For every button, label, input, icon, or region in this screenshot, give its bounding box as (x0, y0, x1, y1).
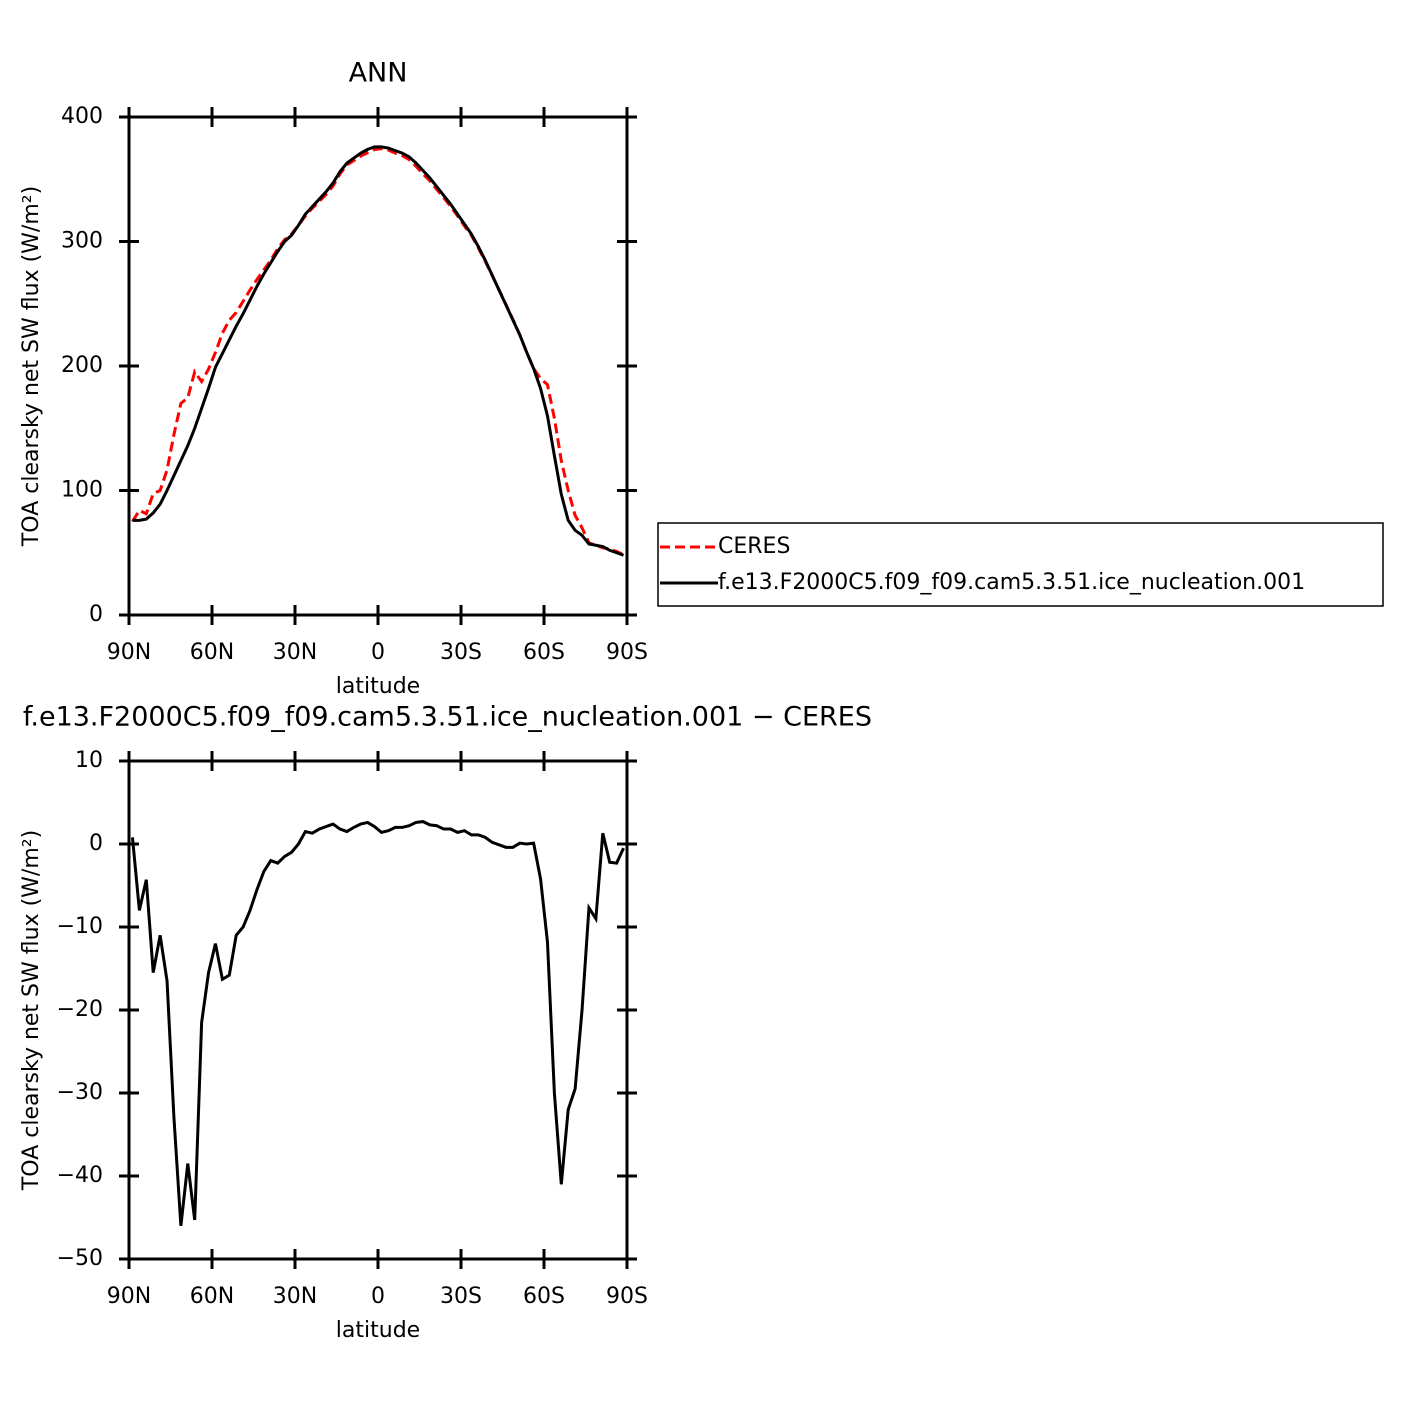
y-tick-label: 0 (89, 831, 103, 856)
data-line (131, 147, 625, 556)
x-tick-label: 0 (371, 1284, 385, 1309)
x-tick-label: 90S (606, 640, 648, 665)
y-tick-label: 10 (75, 748, 103, 773)
x-tick-label: 90N (107, 1284, 151, 1309)
x-tick-label: 60N (190, 1284, 234, 1309)
x-tick-label: 90N (107, 640, 151, 665)
legend-label: CERES (718, 534, 790, 559)
y-axis-label: TOA clearsky net SW flux (W/m²) (19, 830, 44, 1191)
x-tick-label: 0 (371, 640, 385, 665)
legend-label: f.e13.F2000C5.f09_f09.cam5.3.51.ice_nucl… (718, 570, 1305, 595)
y-tick-label: 200 (61, 353, 103, 378)
x-tick-label: 60S (523, 640, 565, 665)
x-axis-label: latitude (336, 1318, 420, 1343)
y-tick-label: −20 (57, 997, 103, 1022)
plot-frame (127, 115, 629, 617)
y-tick-label: 400 (61, 104, 103, 129)
y-tick-label: 300 (61, 229, 103, 254)
x-tick-label: 30S (440, 1284, 482, 1309)
y-tick-label: −50 (57, 1246, 103, 1271)
legend-box (657, 522, 1384, 607)
x-tick-label: 60S (523, 1284, 565, 1309)
data-line (132, 145, 625, 557)
y-axis-label: TOA clearsky net SW flux (W/m²) (19, 186, 44, 547)
y-tick-label: −30 (57, 1080, 103, 1105)
y-tick-label: −40 (57, 1163, 103, 1188)
y-tick-label: −10 (57, 914, 103, 939)
x-tick-label: 30S (440, 640, 482, 665)
x-axis-label: latitude (336, 674, 420, 699)
chart-title: ANN (349, 58, 408, 89)
x-tick-label: 60N (190, 640, 234, 665)
data-line (130, 820, 625, 1226)
y-tick-label: 100 (61, 478, 103, 503)
y-tick-label: 0 (89, 602, 103, 627)
x-tick-label: 30N (273, 640, 317, 665)
x-tick-label: 90S (606, 1284, 648, 1309)
chart-title: f.e13.F2000C5.f09_f09.cam5.3.51.ice_nucl… (23, 702, 872, 733)
x-tick-label: 30N (273, 1284, 317, 1309)
